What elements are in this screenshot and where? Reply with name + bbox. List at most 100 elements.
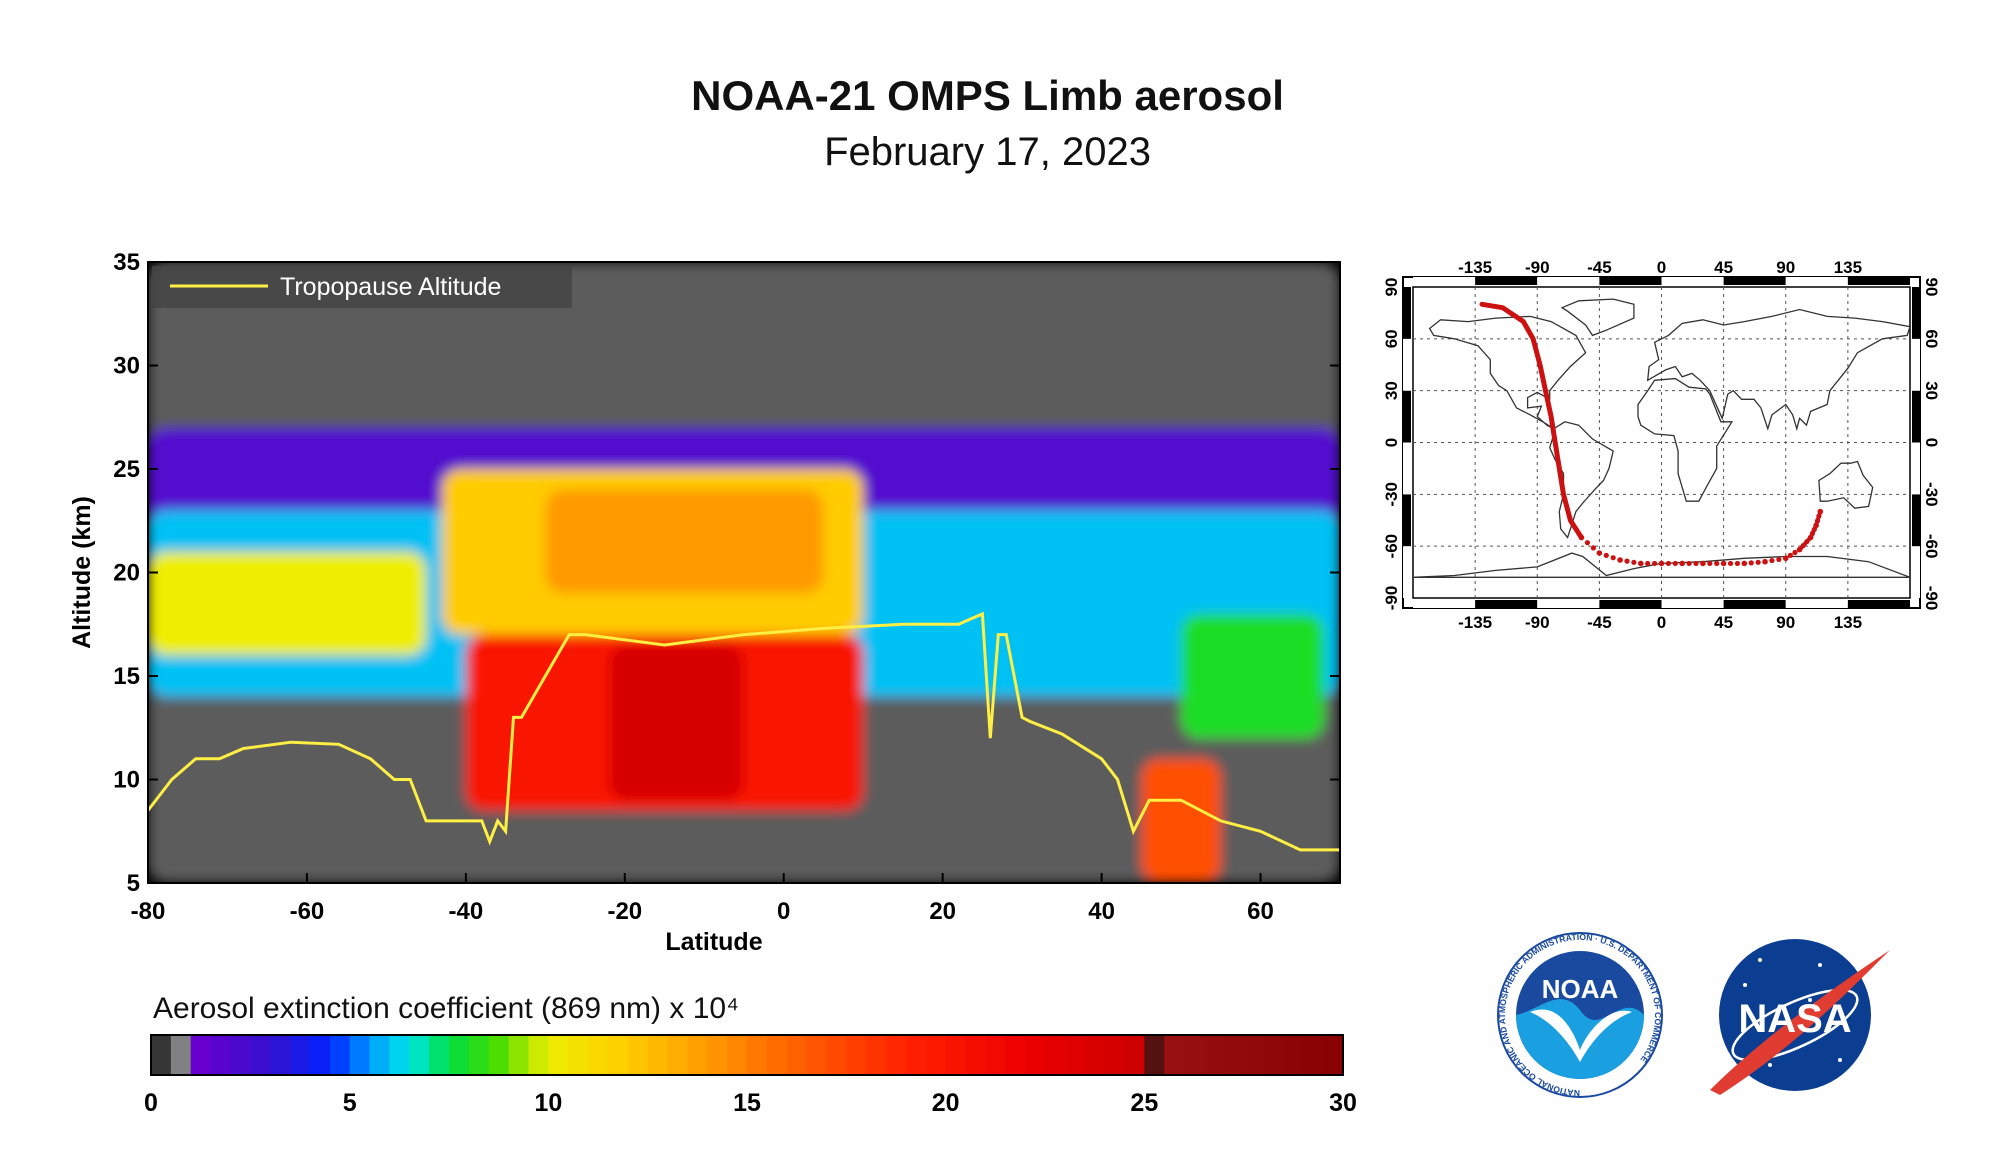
ground-track-point <box>1631 559 1637 565</box>
nasa-star <box>1818 963 1822 967</box>
x-tick-label: -60 <box>290 898 325 925</box>
y-axis-label: Altitude (km) <box>68 496 96 649</box>
ground-track-point <box>1651 560 1658 567</box>
map-border-segment <box>1537 277 1600 285</box>
colorbar-segment <box>1283 1035 1304 1075</box>
ground-track-point <box>1686 560 1692 567</box>
map-lat-label-left: -60 <box>1382 534 1401 559</box>
heatmap-region <box>1141 758 1221 883</box>
page-subtitle: February 17, 2023 <box>824 130 1151 174</box>
y-tick-label: 25 <box>113 456 140 483</box>
ground-track-point <box>1748 560 1754 566</box>
colorbar-segment <box>727 1035 748 1075</box>
colorbar-segment <box>568 1035 589 1075</box>
map-border-segment <box>1403 494 1411 547</box>
map-border-segment <box>1723 277 1786 285</box>
map-border-segment <box>1403 442 1411 495</box>
colorbar-segment <box>230 1035 251 1075</box>
noaa-wordmark: NOAA <box>1542 974 1619 1004</box>
map-lon-label-top: 0 <box>1657 258 1666 277</box>
heatmap-region <box>1181 613 1325 739</box>
colorbar-segment <box>1025 1035 1046 1075</box>
x-tick-label: 60 <box>1247 898 1274 925</box>
ground-track-point <box>1596 550 1603 556</box>
colorbar-segment <box>1303 1035 1324 1075</box>
ground-track-point <box>1665 560 1672 567</box>
legend-label: Tropopause Altitude <box>280 273 501 301</box>
colorbar-segment <box>886 1035 907 1075</box>
colorbar-segment <box>945 1035 967 1075</box>
continent-north-america <box>1428 315 1587 430</box>
colorbar-segment <box>1203 1035 1225 1075</box>
map-lat-label-right: -90 <box>1922 586 1941 611</box>
map-lon-label-top: 90 <box>1776 258 1795 277</box>
map-border-segment <box>1912 287 1920 339</box>
noaa-bird <box>1530 1009 1632 1062</box>
colorbar-segment <box>1164 1035 1185 1075</box>
map-border-segment <box>1475 277 1538 285</box>
ground-track-point <box>1624 558 1630 564</box>
colorbar-tick-label: 5 <box>343 1089 357 1117</box>
map-border-segment <box>1912 390 1920 443</box>
ground-track-point <box>1741 560 1748 567</box>
heatmap-region <box>545 489 824 594</box>
map-lon-label-bottom: 135 <box>1834 613 1862 632</box>
y-tick-label: 35 <box>113 249 140 276</box>
nasa-star <box>1743 983 1747 987</box>
map-lon-label-top: -90 <box>1525 258 1550 277</box>
colorbar-segment <box>548 1035 569 1075</box>
nasa-star <box>1758 958 1762 962</box>
map-border-segment <box>1403 390 1411 443</box>
map-lat-label-right: -60 <box>1922 534 1941 559</box>
ground-track-line <box>1797 509 1823 552</box>
map-lon-label-bottom: 90 <box>1776 613 1795 632</box>
map-lon-label-top: 135 <box>1834 258 1862 277</box>
map-lon-label-bottom: -135 <box>1458 613 1492 632</box>
map-border-segment <box>1912 338 1920 391</box>
colorbar-tick-label: 0 <box>144 1089 158 1117</box>
ground-track-point <box>1755 559 1761 565</box>
colorbar-segment <box>806 1035 828 1075</box>
colorbar-segment <box>528 1035 549 1075</box>
colorbar-segment <box>449 1035 470 1075</box>
map-lat-label-right: 90 <box>1922 278 1941 297</box>
nasa-logo: NASA <box>1710 939 1890 1095</box>
colorbar-segment <box>1045 1035 1066 1075</box>
colorbar-title: Aerosol extinction coefficient (869 nm) … <box>153 992 739 1025</box>
colorbar-segment <box>349 1035 371 1075</box>
ground-track-point <box>1727 560 1734 567</box>
colorbar-segment <box>905 1035 927 1075</box>
map-lat-label-left: 60 <box>1382 329 1401 348</box>
heatmap-region <box>148 551 427 656</box>
nasa-star <box>1768 1063 1772 1067</box>
map-lon-label-top: -135 <box>1458 258 1492 277</box>
colorbar-segment <box>270 1035 291 1075</box>
ground-track-line <box>1479 301 1584 540</box>
colorbar-segment <box>1084 1035 1106 1075</box>
colorbar-segment <box>1223 1035 1245 1075</box>
ground-track-point <box>1792 549 1798 556</box>
colorbar-segment <box>290 1035 311 1075</box>
ground-track-point <box>1679 560 1686 567</box>
colorbar-segment <box>707 1035 728 1075</box>
colorbar-segment <box>766 1035 788 1075</box>
y-tick-label: 20 <box>113 560 140 587</box>
colorbar-segment <box>1243 1035 1265 1075</box>
ground-track-point <box>1610 555 1616 561</box>
colorbar-segment <box>607 1035 629 1075</box>
colorbar-segment <box>627 1035 649 1075</box>
ground-track-point <box>1734 560 1741 567</box>
colorbar-segment <box>170 1035 192 1075</box>
colorbar-segment <box>309 1035 331 1075</box>
ground-track-point <box>1617 557 1623 563</box>
nasa-vector <box>1710 950 1890 1095</box>
ground-track-point <box>1637 560 1644 567</box>
map-border-segment <box>1403 338 1411 391</box>
legend: Tropopause Altitude <box>152 266 572 308</box>
colorbar-segment <box>488 1035 510 1075</box>
ground-track-point <box>1714 560 1720 567</box>
map-lat-label-right: 30 <box>1922 381 1941 400</box>
colorbar-segment <box>588 1035 609 1075</box>
